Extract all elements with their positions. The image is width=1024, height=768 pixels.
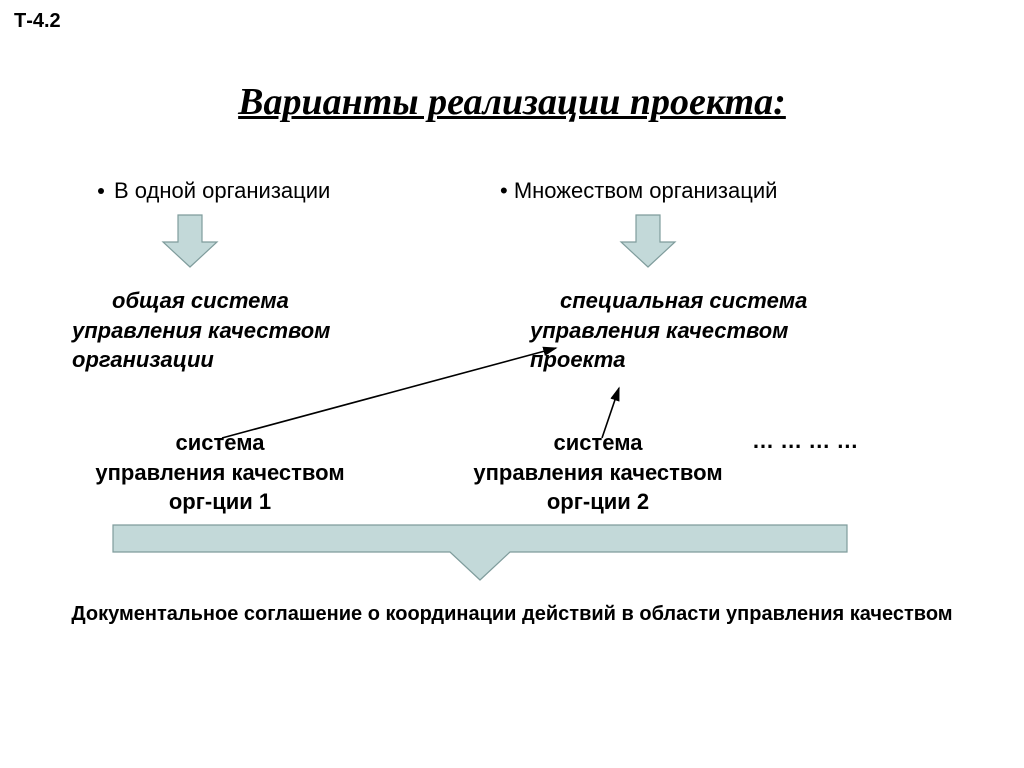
footer-text: Документальное соглашение о координации … (62, 600, 962, 628)
line-arrow-icon (0, 0, 1024, 768)
wide-down-arrow-icon (110, 522, 850, 584)
